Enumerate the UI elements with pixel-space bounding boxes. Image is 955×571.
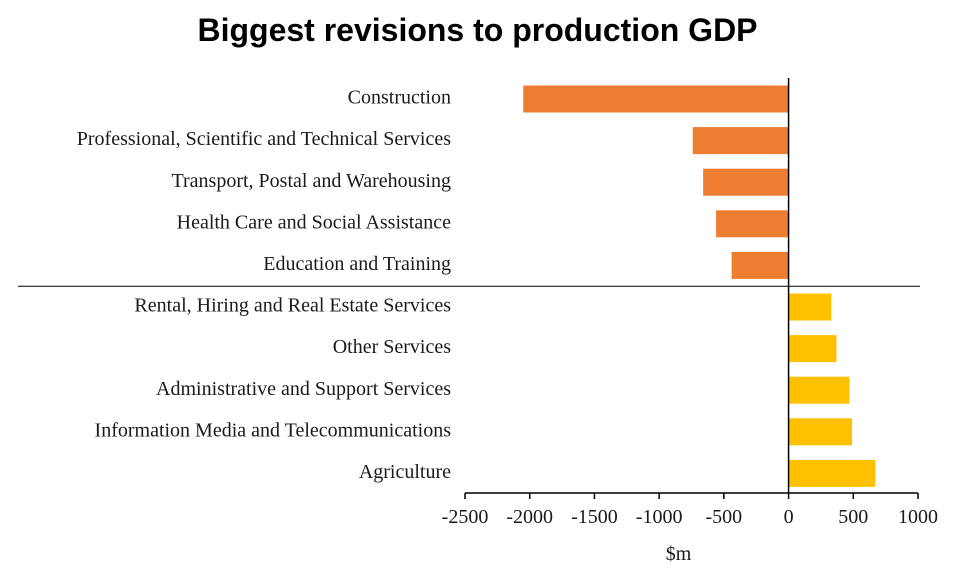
category-label: Education and Training [263, 253, 451, 275]
bar [788, 335, 837, 363]
category-label: Transport, Postal and Warehousing [172, 170, 452, 192]
category-labels-group: Construction Professional, Scientific and… [77, 87, 451, 483]
category-label: Health Care and Social Assistance [177, 211, 451, 233]
x-axis-label: $m [666, 543, 692, 565]
category-label: Construction [348, 87, 451, 109]
bars-group [523, 85, 876, 487]
x-tick-label: 500 [838, 506, 868, 528]
bar [788, 376, 850, 404]
x-tick-label: -500 [706, 506, 743, 528]
x-tick-label: 1000 [898, 506, 938, 528]
x-tick-label: -1500 [571, 506, 618, 528]
category-label: Information Media and Telecommunications [95, 419, 452, 441]
bar [716, 210, 789, 238]
bar [788, 293, 832, 321]
category-label: Other Services [333, 336, 452, 358]
x-tick-label: -2000 [506, 506, 553, 528]
x-tick-label: -1000 [636, 506, 683, 528]
category-label: Rental, Hiring and Real Estate Services [134, 295, 451, 317]
x-ticks-group: -2500 -2000 -1500 -1000 -500 0 500 1000 [442, 493, 938, 528]
x-tick-label: 0 [784, 506, 794, 528]
bar [788, 418, 852, 446]
bar [703, 168, 789, 196]
category-label: Professional, Scientific and Technical S… [77, 128, 451, 150]
bar [692, 127, 789, 155]
category-label: Agriculture [359, 461, 451, 483]
x-tick-label: -2500 [442, 506, 489, 528]
chart-title: Biggest revisions to production GDP [197, 12, 758, 48]
category-label: Administrative and Support Services [156, 378, 451, 400]
bar [523, 85, 789, 113]
bar [788, 459, 876, 487]
bar [731, 251, 789, 279]
